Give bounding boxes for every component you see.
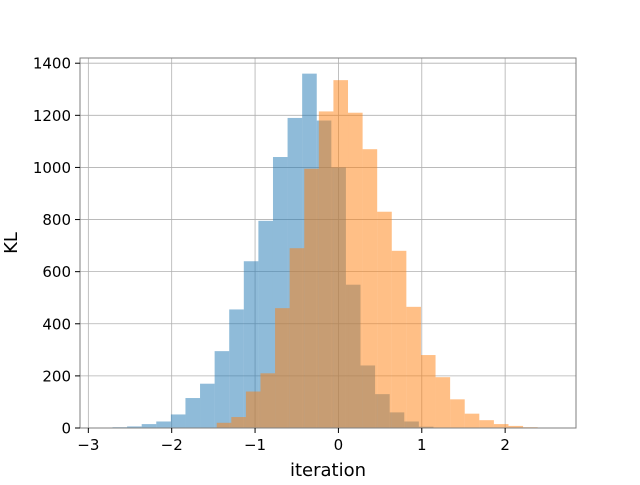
series-1-bars (216, 80, 538, 428)
histogram-bar (406, 306, 421, 428)
histogram-bar (185, 398, 201, 428)
histogram-bar (216, 422, 232, 428)
x-tick-label: 1 (417, 436, 427, 454)
histogram-bar (479, 420, 494, 428)
histogram-bar (229, 309, 244, 428)
histogram-bar (420, 355, 436, 428)
x-tick-label: −3 (77, 436, 99, 454)
y-tick-label: 1400 (33, 55, 71, 73)
x-tick-label: −2 (161, 436, 183, 454)
histogram-bar (391, 250, 407, 428)
y-tick-label: 0 (61, 420, 71, 438)
y-tick-label: 1000 (33, 159, 71, 177)
histogram-bar (304, 168, 319, 428)
histogram-bar (231, 417, 246, 428)
histogram-bar (275, 308, 290, 428)
x-tick-label: 2 (500, 436, 510, 454)
y-axis-label: KL (1, 232, 22, 254)
histogram-bar (318, 111, 334, 428)
y-tick-label: 200 (42, 367, 71, 385)
x-axis-ticks: −3 −2 −1 0 1 2 (77, 428, 510, 454)
histogram-bar (348, 112, 363, 428)
histogram-bar (435, 377, 451, 428)
histogram-bar (333, 80, 349, 428)
histogram-bar (450, 399, 465, 428)
histogram-bar (362, 149, 378, 428)
y-tick-label: 1200 (33, 107, 71, 125)
y-tick-label: 600 (42, 263, 71, 281)
plot-frame (79, 57, 577, 429)
histogram-bar (289, 248, 305, 428)
x-tick-label: 0 (334, 436, 344, 454)
histogram-bar (200, 383, 215, 428)
histogram-bar (214, 351, 230, 428)
x-tick-label: −1 (244, 436, 266, 454)
histogram-bar (141, 424, 157, 428)
histogram-bar (464, 413, 480, 428)
y-axis-ticks: 0 200 400 600 800 1000 1200 1400 (33, 55, 80, 438)
histogram-bar (245, 391, 261, 428)
histogram-bar (127, 426, 142, 428)
y-tick-label: 400 (42, 315, 71, 333)
histogram-bar (156, 421, 171, 428)
histogram-bar (170, 414, 186, 428)
histogram-bar (508, 425, 524, 428)
histogram-bar (260, 373, 276, 428)
histogram-bar (243, 261, 259, 428)
y-tick-label: 800 (42, 211, 71, 229)
histogram-bars (112, 73, 538, 429)
x-axis-label: iteration (290, 460, 366, 480)
histogram-bar (377, 211, 392, 428)
histogram-bar (493, 424, 509, 428)
